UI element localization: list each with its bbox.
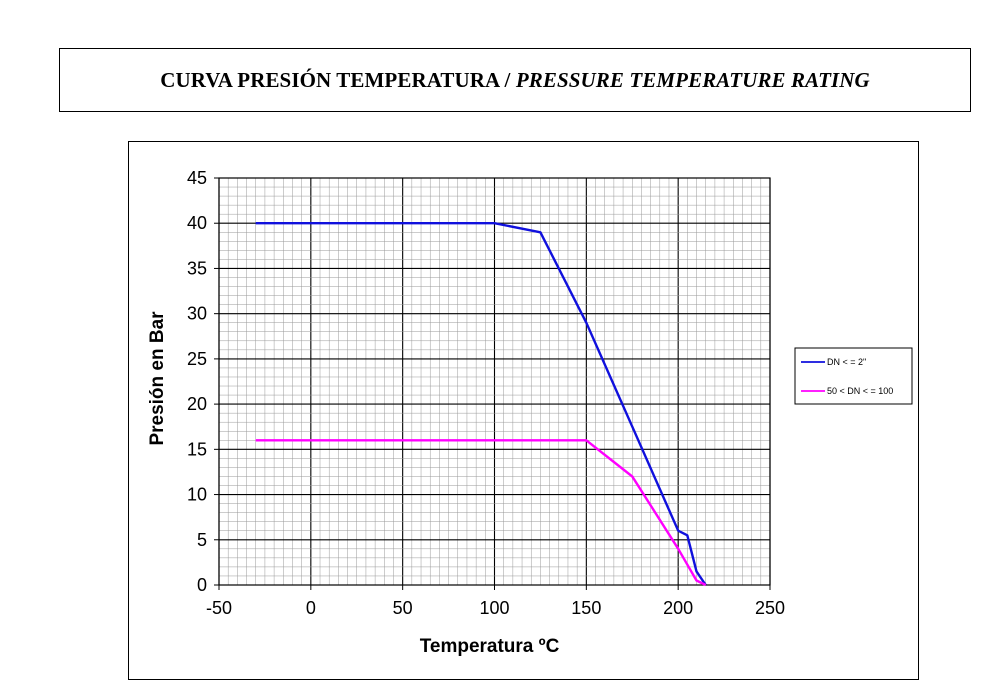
- x-tick-label: 150: [571, 598, 601, 618]
- y-tick-label: 45: [187, 168, 207, 188]
- y-tick-label: 35: [187, 258, 207, 278]
- title-main: CURVA PRESIÓN TEMPERATURA /: [160, 67, 511, 92]
- chart-title-box: CURVA PRESIÓN TEMPERATURA / PRESSURE TEM…: [59, 48, 971, 112]
- legend: DN < = 2" 50 < DN < = 100: [794, 347, 913, 405]
- y-tick-label: 25: [187, 349, 207, 369]
- x-tick-label: -50: [206, 598, 232, 618]
- y-tick-label: 0: [197, 575, 207, 595]
- y-tick-label: 10: [187, 485, 207, 505]
- y-tick-label: 15: [187, 439, 207, 459]
- legend-label-1: DN < = 2": [827, 357, 866, 367]
- x-tick-label: 250: [755, 598, 785, 618]
- y-tick-label: 20: [187, 394, 207, 414]
- x-tick-label: 100: [479, 598, 509, 618]
- y-axis-title: Presión en Bar: [147, 311, 168, 446]
- series-lines: [255, 221, 707, 587]
- x-axis-ticks: -50 0 50 100 150 200 250: [206, 585, 785, 618]
- y-tick-label: 40: [187, 213, 207, 233]
- pressure-temperature-chart: -50 0 50 100 150 200 250 0 5 10 15 20 25 30 35 40 45 Te…: [147, 168, 913, 657]
- x-tick-label: 50: [393, 598, 413, 618]
- y-tick-label: 5: [197, 530, 207, 550]
- title-italic: PRESSURE TEMPERATURE RATING: [515, 67, 870, 92]
- legend-label-2: 50 < DN < = 100: [827, 386, 893, 396]
- x-tick-label: 0: [306, 598, 316, 618]
- grid: [218, 177, 771, 586]
- x-axis-title: Temperatura ºC: [420, 636, 560, 657]
- series-line-2: [255, 439, 707, 587]
- x-tick-label: 200: [663, 598, 693, 618]
- y-axis-ticks: 0 5 10 15 20 25 30 35 40 45: [187, 168, 219, 595]
- y-tick-label: 30: [187, 304, 207, 324]
- chart-frame: -50 0 50 100 150 200 250 0 5 10 15 20 25 30 35 40 45 Te…: [128, 141, 919, 680]
- legend-box: [794, 347, 913, 405]
- series-line-1: [255, 221, 707, 586]
